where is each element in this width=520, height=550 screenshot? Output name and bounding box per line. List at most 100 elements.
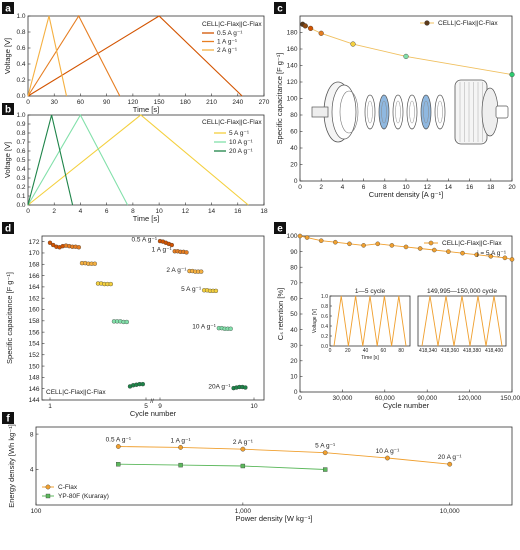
c-x-tick-label: 0 [298,184,302,191]
capacitance-line [302,23,513,76]
plot-frame [27,15,265,97]
right-terminal [495,105,509,119]
cell-component [378,94,390,130]
c-x-tick-label: 20 [508,184,516,191]
e-x-tick-label: 0 [298,395,302,402]
y-axis-label: Voltage [V] [3,142,12,178]
legend-label: 1 A g⁻¹ [217,39,238,46]
rate-annotation: 2 A g⁻¹ [233,439,254,446]
data-point [228,326,233,331]
inset-x-axis-label: Time [s] [361,355,379,361]
c-x-tick-label: 8 [383,184,387,191]
panel-label-box [2,222,14,234]
b-x-tick-label: 4 [79,208,83,215]
b-y-tick-label: 0.1 [16,193,25,200]
charge-discharge-line [27,114,249,206]
x-axis-label: Current density [A g⁻¹] [369,190,443,199]
b-x-tick-label: 16 [234,208,242,215]
cell-component-inner [423,100,429,124]
d-y-tick-label: 156 [29,329,40,336]
plot-frame [35,426,513,506]
data-point [178,462,183,468]
c-y-tick-label: 160 [287,46,298,53]
inset-voltage-trace [421,295,503,347]
d-y-tick-label: 168 [29,261,40,268]
d-y-tick-label: 160 [29,307,40,314]
e-y-tick-label: 40 [290,327,298,334]
rate-annotation: 0.5 A g⁻¹ [106,437,132,444]
a-x-tick-label: 150 [154,99,165,106]
data-point [302,23,308,29]
d-y-tick-label: 148 [29,375,40,382]
c-x-tick-label: 14 [445,184,453,191]
left-terminal [311,106,329,118]
cell-component [420,94,432,130]
b-y-tick-label: 0.7 [16,139,25,146]
c-y-tick-label: 100 [287,96,298,103]
cell-component [364,94,376,130]
y-axis-label: Specific capacitance [F g⁻¹] [275,53,284,145]
b-x-tick-label: 18 [260,208,268,215]
e-x-tick-label: 60,000 [375,395,395,402]
panel-e: 0 30,000 60,000 90,000 120,000 150,000 0 10 20 30… [274,222,520,410]
e-y-tick-label: 60 [290,296,298,303]
rate-annotation: 20 A g⁻¹ [438,454,463,461]
d-y-tick-label: 166 [29,273,40,280]
e-x-tick-label: 90,000 [417,395,437,402]
panel-label-box [2,412,14,424]
data-point [446,249,451,254]
charge-discharge-line [27,15,243,97]
panel-label-box [2,103,14,115]
data-point [240,463,246,469]
data-point [243,385,248,390]
inset-x-tick-label: 80 [398,348,404,354]
rate-annotation: 5 A g⁻¹ [315,443,336,450]
data-point [389,243,395,248]
inset-x-tick-label: 418,360 [441,348,459,354]
panel-label: e [277,224,283,235]
x-axis-label: Cycle number [383,401,430,410]
y-axis-label: Voltage [V] [3,38,12,74]
charge-discharge-line [27,114,74,206]
legend-swatch-marker [428,240,434,246]
data-point [116,462,121,467]
rate-annotation: 1 A g⁻¹ [152,247,173,254]
cell-component [434,94,446,130]
data-point [417,246,423,251]
d-x-tick-label: 1 [48,403,52,410]
e-y-tick-label: 10 [290,374,298,381]
a-x-tick-label: 210 [206,99,217,106]
b-x-tick-label: 14 [208,208,216,215]
axis-break-mark: // [150,398,154,405]
inset-x-tick-label: 418,340 [419,348,437,354]
data-point [460,250,465,256]
c-y-tick-label: 20 [290,162,298,169]
data-point [92,261,97,266]
b-x-tick-label: 0 [26,208,30,215]
legend-label: YP-80F (Kuraray) [58,493,109,500]
legend-label: 10 A g⁻¹ [229,139,254,146]
e-y-tick-label: 90 [290,249,298,256]
e-y-tick-label: 80 [290,264,298,271]
inset-x-tick-label: 60 [381,348,387,354]
c-x-tick-label: 18 [487,184,495,191]
cell-component [406,94,418,130]
a-y-tick-label: 0.4 [16,61,25,68]
y-axis-label: Specific capacitance [F g⁻¹] [5,272,14,364]
rate-annotation: 20A g⁻¹ [208,383,231,390]
data-point [115,444,121,449]
data-point [318,30,324,36]
data-point [431,247,437,253]
inset-voltage-trace [333,295,407,347]
d-y-tick-label: 158 [29,318,40,325]
left-cap-ring [331,84,357,140]
c-x-tick-label: 6 [362,184,366,191]
d-y-tick-label: 162 [29,295,40,302]
c-x-tick-label: 12 [424,184,432,191]
plot-frame [299,235,513,393]
charge-discharge-line [27,15,68,97]
charge-discharge-line [27,14,121,97]
rate-annotation: 10 A g⁻¹ [376,448,401,455]
legend-title: CELL|C-Flax||C-Flax [202,119,262,126]
